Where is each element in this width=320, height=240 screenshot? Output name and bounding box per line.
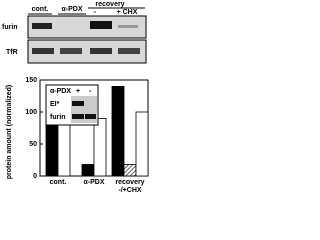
y-tick-label: 100 (25, 109, 37, 116)
bar (111, 86, 125, 177)
bar (93, 118, 107, 177)
band (32, 48, 54, 54)
inset-header: α-PDX (50, 88, 71, 95)
x-tick-label: α-PDX (83, 179, 105, 186)
y-tick-label: 150 (25, 77, 37, 84)
band (72, 101, 84, 106)
chart: cont. α-PDX recovery - + CHX furin TfR p… (2, 1, 149, 180)
bar (135, 111, 149, 177)
inset-lane: + (76, 88, 80, 95)
row-label: TfR (6, 49, 18, 56)
figure: cont. α-PDX recovery - + CHX furin TfR p… (0, 0, 150, 208)
band (72, 114, 84, 119)
lane-label: cont. (32, 6, 49, 13)
inset-row: EI* (50, 101, 60, 108)
band (32, 23, 52, 29)
band (118, 25, 138, 28)
lane-label: + CHX (117, 9, 138, 16)
x-tick-label: recovery -/+CHX (115, 179, 145, 194)
inset-lane: - (89, 88, 92, 95)
blot-panel (27, 39, 147, 64)
band (118, 48, 140, 54)
bar (123, 164, 137, 177)
band (85, 114, 96, 119)
band (90, 48, 112, 54)
y-tick-label: 50 (29, 141, 37, 148)
lane-label: α-PDX (61, 6, 82, 13)
band (60, 48, 82, 54)
blot-panel (27, 15, 147, 39)
inset-row: furin (50, 114, 66, 121)
row-label: furin (2, 24, 18, 31)
lane-label: recovery (95, 1, 124, 8)
bar (81, 164, 95, 177)
lane-label: - (94, 9, 97, 16)
y-tick-label: 0 (33, 173, 37, 180)
x-tick-label: cont. (49, 179, 67, 186)
y-axis-label: protein amount (normalized) (6, 85, 13, 180)
band (90, 21, 112, 29)
